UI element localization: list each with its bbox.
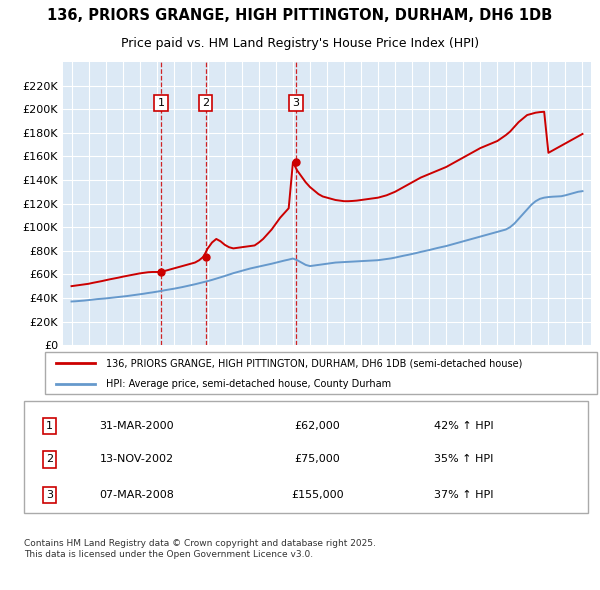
Text: 2: 2	[46, 454, 53, 464]
Text: 2: 2	[202, 99, 209, 108]
Text: HPI: Average price, semi-detached house, County Durham: HPI: Average price, semi-detached house,…	[106, 379, 391, 389]
Text: Price paid vs. HM Land Registry's House Price Index (HPI): Price paid vs. HM Land Registry's House …	[121, 37, 479, 50]
Text: 136, PRIORS GRANGE, HIGH PITTINGTON, DURHAM, DH6 1DB: 136, PRIORS GRANGE, HIGH PITTINGTON, DUR…	[47, 8, 553, 23]
Text: £62,000: £62,000	[295, 421, 340, 431]
Text: 37% ↑ HPI: 37% ↑ HPI	[434, 490, 494, 500]
FancyBboxPatch shape	[24, 401, 588, 513]
Text: 13-NOV-2002: 13-NOV-2002	[100, 454, 174, 464]
Text: 31-MAR-2000: 31-MAR-2000	[100, 421, 174, 431]
Text: 07-MAR-2008: 07-MAR-2008	[100, 490, 174, 500]
Text: 3: 3	[46, 490, 53, 500]
Text: 3: 3	[293, 99, 299, 108]
Text: 136, PRIORS GRANGE, HIGH PITTINGTON, DURHAM, DH6 1DB (semi-detached house): 136, PRIORS GRANGE, HIGH PITTINGTON, DUR…	[106, 359, 522, 368]
Text: 1: 1	[46, 421, 53, 431]
Text: Contains HM Land Registry data © Crown copyright and database right 2025.
This d: Contains HM Land Registry data © Crown c…	[24, 539, 376, 559]
FancyBboxPatch shape	[45, 352, 597, 394]
Text: £155,000: £155,000	[291, 490, 344, 500]
Text: 1: 1	[157, 99, 164, 108]
Text: 35% ↑ HPI: 35% ↑ HPI	[434, 454, 494, 464]
Text: 42% ↑ HPI: 42% ↑ HPI	[434, 421, 494, 431]
Text: £75,000: £75,000	[295, 454, 340, 464]
